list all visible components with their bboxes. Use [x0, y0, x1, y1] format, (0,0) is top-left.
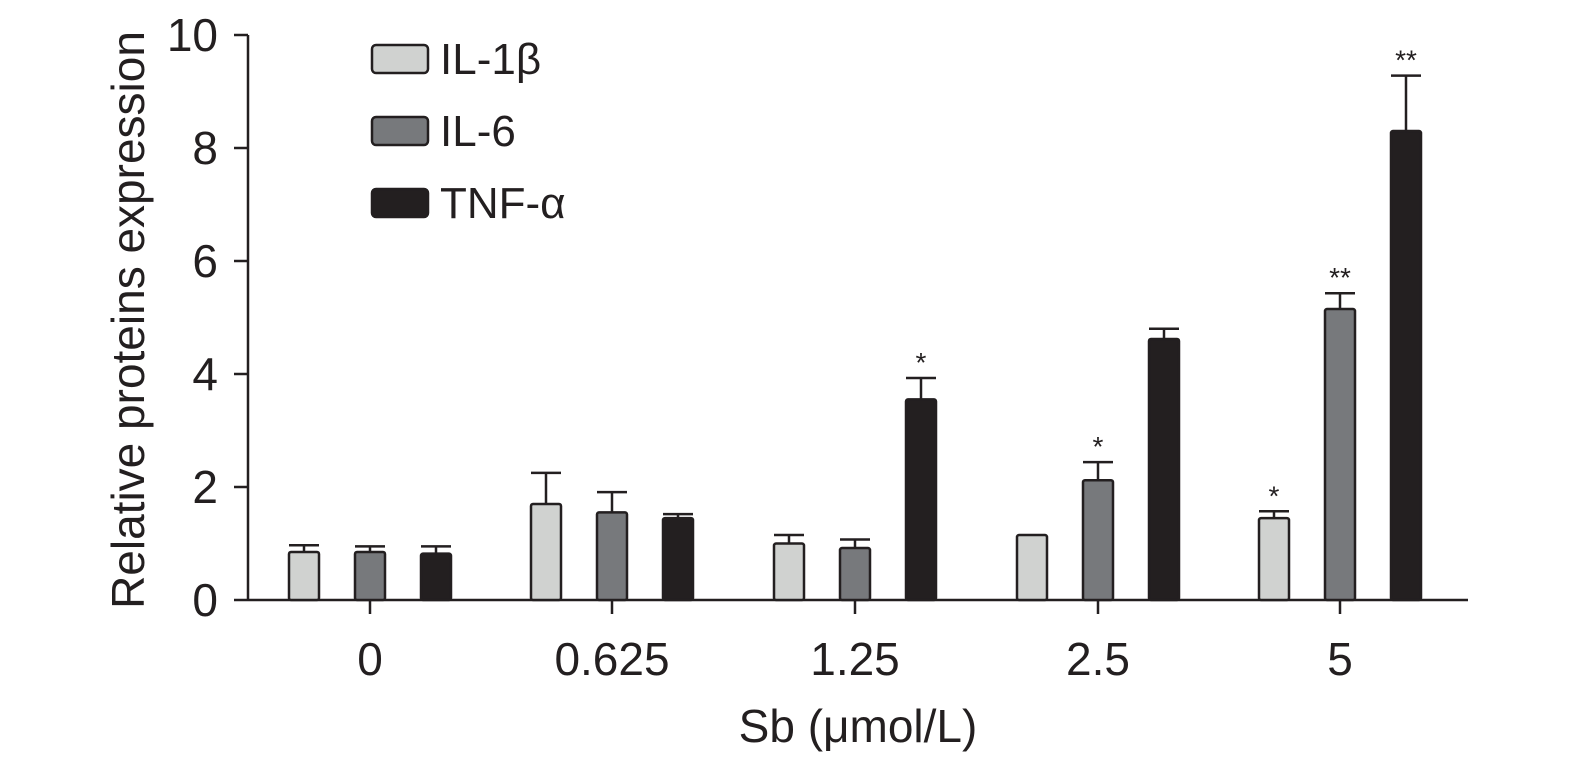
bar — [353, 550, 387, 602]
legend-swatch — [370, 43, 430, 75]
x-tick-label: 2.5 — [1066, 633, 1130, 685]
legend-label: IL-6 — [440, 107, 516, 156]
bar — [419, 552, 453, 602]
significance-mark: ** — [1329, 262, 1351, 293]
legend-swatch — [370, 115, 430, 147]
bar — [1081, 478, 1115, 602]
y-tick-label: 8 — [192, 122, 218, 174]
bar — [287, 550, 321, 602]
bar — [838, 546, 872, 602]
legend-swatch — [370, 187, 430, 219]
x-tick-label: 0.625 — [554, 633, 669, 685]
bar — [1323, 307, 1357, 602]
bar — [595, 511, 629, 602]
y-tick-label: 0 — [192, 574, 218, 626]
y-tick-label: 6 — [192, 235, 218, 287]
bar — [1147, 337, 1181, 602]
bar — [1389, 129, 1423, 602]
x-tick-label: 5 — [1327, 633, 1353, 685]
significance-mark: ** — [1395, 45, 1417, 76]
x-tick-label: 1.25 — [810, 633, 900, 685]
bar — [772, 542, 806, 602]
legend: IL-1β IL-6 TNF-α — [370, 35, 566, 228]
x-axis-title: Sb (μmol/L) — [739, 700, 978, 752]
y-axis-title: Relative proteins expression — [102, 31, 154, 609]
y-tick-label: 2 — [192, 461, 218, 513]
legend-label: IL-1β — [440, 35, 541, 84]
bar — [1257, 516, 1291, 602]
x-tick-label: 0 — [357, 633, 383, 685]
y-tick-label: 4 — [192, 348, 218, 400]
bar — [529, 502, 563, 602]
bar — [661, 516, 695, 602]
bar — [1015, 533, 1049, 602]
significance-mark: * — [1093, 431, 1104, 462]
significance-mark: * — [1269, 480, 1280, 511]
y-tick-label: 10 — [167, 9, 218, 61]
legend-label: TNF-α — [440, 179, 566, 228]
significance-mark: * — [916, 347, 927, 378]
bar — [904, 398, 938, 602]
